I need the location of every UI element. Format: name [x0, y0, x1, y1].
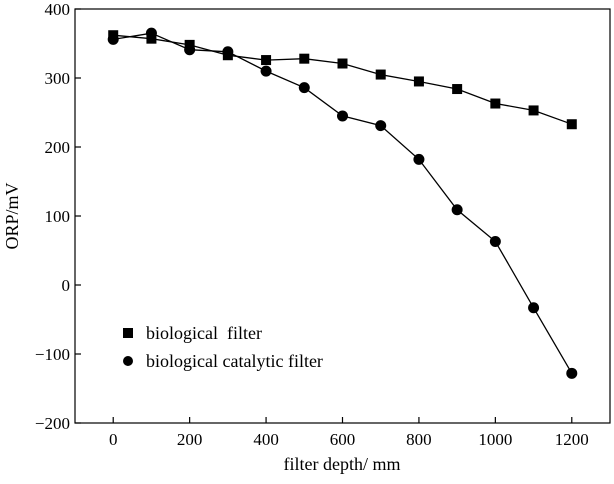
series-layer	[107, 27, 578, 379]
legend: biological filter biological catalytic f…	[123, 323, 323, 371]
x-tick-label: 0	[109, 430, 118, 449]
y-axis: −200 −100 0 100 200 300 400	[35, 0, 81, 433]
x-tick-label: 600	[330, 430, 356, 449]
legend-label-biological-catalytic-filter: biological catalytic filter	[146, 351, 323, 371]
data-point-biological-catalytic-filter	[528, 302, 540, 314]
data-point-biological-catalytic-filter	[566, 367, 578, 379]
legend-label-biological-filter: biological filter	[146, 323, 262, 343]
data-point-biological-filter	[375, 69, 386, 80]
y-axis-title: ORP/mV	[2, 182, 22, 249]
x-tick-label: 400	[253, 430, 279, 449]
x-tick-label: 1000	[478, 430, 512, 449]
data-point-biological-catalytic-filter	[451, 204, 463, 216]
x-tick-label: 800	[406, 430, 432, 449]
data-point-biological-catalytic-filter	[145, 27, 157, 39]
data-point-biological-catalytic-filter	[184, 44, 196, 56]
x-axis: 0 200 400 600 800 1000 1200	[109, 417, 589, 449]
y-tick-label: 300	[45, 69, 71, 88]
data-point-biological-filter	[490, 98, 501, 109]
legend-marker-square	[123, 328, 133, 338]
data-point-biological-filter	[413, 76, 424, 87]
y-tick-label: 200	[45, 138, 71, 157]
y-tick-label: −200	[35, 414, 70, 433]
data-point-biological-catalytic-filter	[260, 65, 272, 77]
legend-marker-circle	[123, 356, 133, 366]
x-tick-label: 1200	[555, 430, 589, 449]
data-point-biological-catalytic-filter	[107, 33, 119, 45]
y-tick-label: 400	[45, 0, 71, 19]
data-point-biological-filter	[261, 55, 272, 66]
data-point-biological-filter	[146, 33, 157, 44]
data-point-biological-filter	[337, 58, 348, 69]
data-point-biological-catalytic-filter	[298, 82, 310, 94]
data-point-biological-filter	[452, 84, 463, 95]
data-point-biological-filter	[299, 53, 310, 64]
x-tick-label: 200	[177, 430, 203, 449]
data-point-biological-filter	[566, 119, 577, 130]
y-tick-label: 100	[45, 207, 71, 226]
data-point-biological-catalytic-filter	[222, 46, 234, 58]
data-point-biological-filter	[528, 105, 539, 116]
data-point-biological-catalytic-filter	[337, 110, 348, 122]
data-point-biological-catalytic-filter	[489, 236, 501, 248]
y-tick-label: −100	[35, 345, 70, 364]
data-point-biological-catalytic-filter	[375, 120, 387, 132]
data-point-biological-catalytic-filter	[413, 153, 425, 165]
y-tick-label: 0	[62, 276, 71, 295]
x-axis-title: filter depth/ mm	[284, 454, 401, 474]
